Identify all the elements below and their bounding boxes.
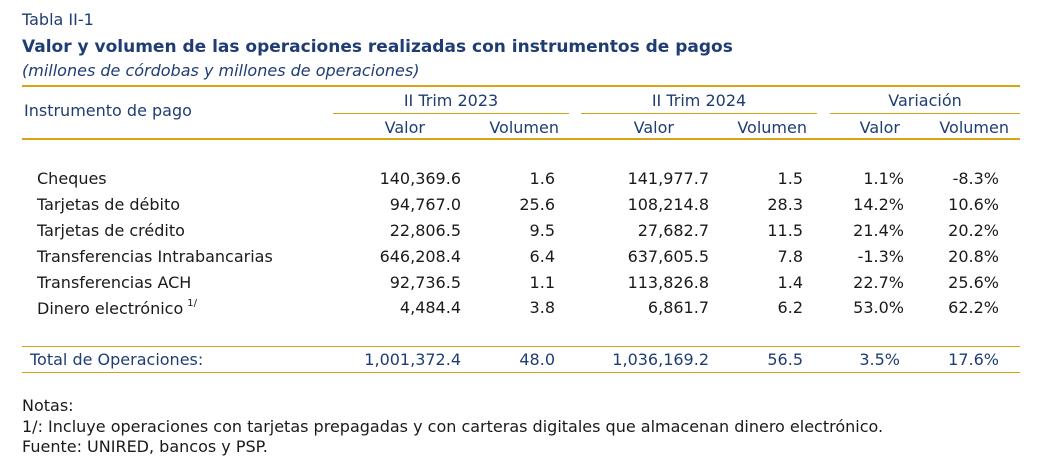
cell-valor-2023: 92,736.5 — [389, 273, 461, 292]
cell-var-valor: 22.7% — [853, 273, 904, 292]
table-title: Valor y volumen de las operaciones reali… — [22, 37, 733, 57]
notes-heading: Notas: — [22, 396, 74, 415]
cell-var-volumen: 62.2% — [948, 298, 999, 317]
subheader-volumen-variacion: Volumen — [939, 118, 1009, 137]
cell-valor-2024: 141,977.7 — [627, 169, 709, 188]
row-label: Transferencias Intrabancarias — [37, 247, 273, 266]
cell-valor-2023: 94,767.0 — [389, 195, 461, 214]
cell-volumen-2023: 9.5 — [529, 221, 555, 240]
cell-var-volumen: 20.2% — [948, 221, 999, 240]
note-line: 1/: Incluye operaciones con tarjetas pre… — [22, 417, 884, 436]
header-bottom-rule — [22, 138, 1020, 140]
subheader-valor-2024: Valor — [633, 118, 674, 137]
group-rule-2023 — [333, 113, 569, 114]
subheader-valor-2023: Valor — [384, 118, 425, 137]
source-line: Fuente: UNIRED, bancos y PSP. — [22, 437, 268, 456]
cell-valor-2023: 4,484.4 — [399, 298, 461, 317]
group-header-variacion: Variación — [888, 91, 962, 110]
cell-var-valor: 1.1% — [863, 169, 904, 188]
cell-var-valor: 14.2% — [853, 195, 904, 214]
total-label: Total de Operaciones: — [30, 350, 204, 369]
cell-volumen-2024: 1.4 — [777, 273, 803, 292]
cell-var-valor: -1.3% — [857, 247, 904, 266]
header-row-label: Instrumento de pago — [24, 101, 192, 120]
cell-valor-2023: 22,806.5 — [389, 221, 461, 240]
cell-volumen-2023: 1.1 — [529, 273, 555, 292]
cell-volumen-2024: 1.5 — [777, 169, 803, 188]
total-bottom-rule — [22, 372, 1020, 373]
total-var-volumen: 17.6% — [948, 350, 999, 369]
cell-valor-2024: 113,826.8 — [627, 273, 709, 292]
row-label: Tarjetas de crédito — [37, 221, 185, 240]
group-rule-variacion — [830, 113, 1020, 114]
footnote-marker: 1/ — [187, 298, 197, 309]
total-var-valor: 3.5% — [859, 350, 900, 369]
cell-volumen-2024: 28.3 — [767, 195, 803, 214]
group-header-2023: II Trim 2023 — [403, 91, 499, 110]
cell-volumen-2023: 25.6 — [519, 195, 555, 214]
total-top-rule — [22, 346, 1020, 347]
cell-valor-2023: 140,369.6 — [379, 169, 461, 188]
cell-var-volumen: 20.8% — [948, 247, 999, 266]
row-label: Transferencias ACH — [37, 273, 192, 292]
total-volumen-2024: 56.5 — [767, 350, 803, 369]
table-label: Tabla II-1 — [22, 10, 94, 29]
cell-valor-2024: 108,214.8 — [627, 195, 709, 214]
cell-volumen-2024: 11.5 — [767, 221, 803, 240]
total-volumen-2023: 48.0 — [519, 350, 555, 369]
row-label: Tarjetas de débito — [37, 195, 181, 214]
cell-var-volumen: -8.3% — [952, 169, 999, 188]
cell-var-valor: 21.4% — [853, 221, 904, 240]
total-valor-2023: 1,001,372.4 — [364, 350, 461, 369]
subheader-valor-variacion: Valor — [859, 118, 900, 137]
cell-var-volumen: 25.6% — [948, 273, 999, 292]
subheader-volumen-2023: Volumen — [489, 118, 559, 137]
total-valor-2024: 1,036,169.2 — [612, 350, 709, 369]
group-header-2024: II Trim 2024 — [651, 91, 747, 110]
subheader-volumen-2024: Volumen — [737, 118, 807, 137]
cell-volumen-2024: 7.8 — [777, 247, 803, 266]
cell-volumen-2023: 1.6 — [529, 169, 555, 188]
row-label: Cheques — [37, 169, 107, 188]
cell-valor-2024: 6,861.7 — [647, 298, 709, 317]
cell-var-valor: 53.0% — [853, 298, 904, 317]
cell-volumen-2023: 3.8 — [529, 298, 555, 317]
cell-valor-2023: 646,208.4 — [379, 247, 461, 266]
top-rule — [22, 85, 1020, 87]
cell-var-volumen: 10.6% — [948, 195, 999, 214]
cell-volumen-2023: 6.4 — [529, 247, 555, 266]
row-label-text: Dinero electrónico — [37, 299, 184, 318]
table-subtitle: (millones de córdobas y millones de oper… — [22, 61, 420, 80]
cell-valor-2024: 27,682.7 — [637, 221, 709, 240]
row-label: Dinero electrónico 1/ — [37, 298, 197, 318]
cell-volumen-2024: 6.2 — [777, 298, 803, 317]
group-rule-2024 — [581, 113, 817, 114]
cell-valor-2024: 637,605.5 — [627, 247, 709, 266]
